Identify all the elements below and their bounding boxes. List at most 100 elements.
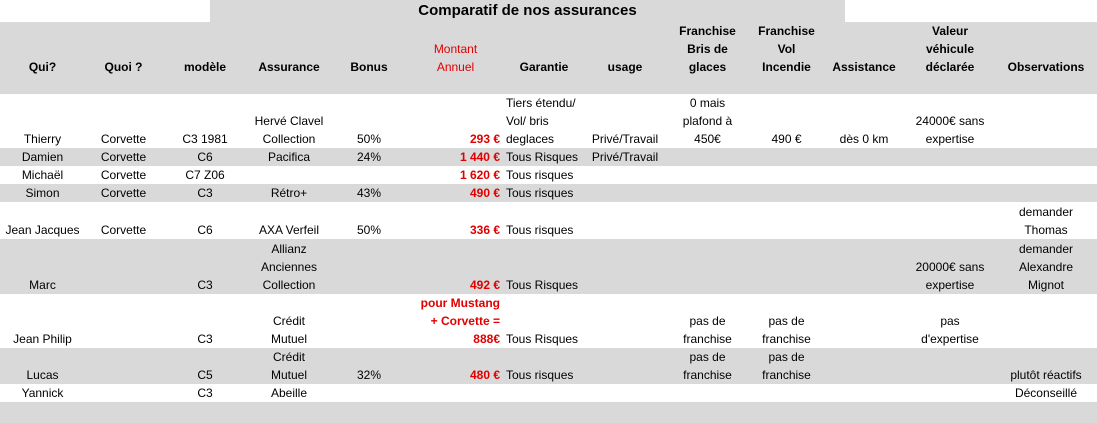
cell — [750, 402, 823, 423]
cell: 1 440 € — [408, 148, 503, 166]
cell — [585, 384, 665, 402]
cell: Tous risques — [503, 184, 585, 202]
cell: Tous risques — [506, 168, 574, 182]
cell — [248, 402, 330, 423]
cell — [995, 402, 1097, 423]
cell: C3 — [197, 386, 213, 400]
cell: Montant Annuel — [408, 22, 503, 94]
cell — [823, 148, 905, 166]
cell: C3 — [197, 332, 213, 346]
cell — [905, 148, 995, 166]
cell — [823, 384, 905, 402]
cell: Corvette — [85, 148, 162, 166]
cell: C5 — [162, 348, 248, 384]
cell: Tous Risques — [506, 332, 579, 346]
cell: Rétro+ — [248, 184, 330, 202]
cell: Qui? — [0, 22, 85, 94]
cell: 492 € — [408, 239, 503, 294]
cell — [85, 239, 162, 294]
cell: 490 € — [771, 132, 802, 146]
cell — [330, 239, 408, 294]
cell: Privé/Travail — [591, 132, 659, 146]
cell: 480 € — [408, 348, 503, 384]
cell — [750, 239, 823, 294]
cell — [585, 184, 665, 202]
cell — [330, 402, 408, 423]
cell: Corvette — [85, 184, 162, 202]
cell: Yannick — [21, 386, 64, 400]
cell — [585, 348, 665, 384]
cell: Pacifica — [248, 148, 330, 166]
cell — [330, 294, 408, 348]
cell: demander Alexandre Mignot — [995, 239, 1097, 294]
cell — [85, 384, 162, 402]
cell: Tous risques — [506, 223, 574, 237]
cell: 50% — [356, 223, 382, 237]
cell — [750, 166, 823, 184]
cell: pas d'expertise — [921, 314, 979, 346]
cell — [503, 384, 585, 402]
cell — [665, 202, 750, 239]
table: Qui? Quoi ? modèle Assurance Bonus Montant An… — [0, 22, 1097, 423]
cell — [85, 402, 162, 423]
cell: pas de franchise — [683, 314, 732, 346]
cell: plutôt réactifs — [995, 348, 1097, 384]
cell — [905, 348, 995, 384]
row — [0, 402, 1097, 423]
cell — [995, 148, 1097, 166]
cell: Assurance — [248, 22, 330, 94]
cell: Corvette — [100, 168, 147, 182]
cell: Corvette — [100, 223, 147, 237]
cell: Michaël — [21, 168, 64, 182]
cell: Quoi ? — [85, 22, 162, 94]
row: Qui? Quoi ? modèle Assurance Bonus Montant An… — [0, 22, 1097, 94]
cell — [750, 184, 823, 202]
row: Yannick C3 Abeille Déconseillé — [0, 384, 1097, 402]
cell: C3 — [162, 184, 248, 202]
title-row: Comparatif de nos assurances — [0, 0, 1097, 22]
cell — [750, 202, 823, 239]
cell: Simon — [0, 184, 85, 202]
cell: 490 € — [408, 184, 503, 202]
cell — [823, 166, 905, 184]
cell — [905, 384, 995, 402]
title: Comparatif de nos assurances — [418, 2, 637, 19]
cell — [665, 166, 750, 184]
row: Thierry Corvette C3 1981 Hervé Clavel Colle… — [0, 94, 1097, 148]
cell — [503, 402, 585, 423]
cell: C7 Z06 — [185, 168, 225, 182]
cell — [85, 348, 162, 384]
cell — [823, 294, 905, 348]
cell: Déconseillé — [1014, 386, 1078, 400]
cell: Assistance — [823, 22, 905, 94]
row: Simon Corvette C3 Rétro+ 43% 490 € Tous risque… — [0, 184, 1097, 202]
row: Michaël Corvette C7 Z06 1 620 € Tous risques — [0, 166, 1097, 184]
cell: Marc — [0, 239, 85, 294]
cell — [0, 402, 85, 423]
cell — [905, 402, 995, 423]
cell: modèle — [162, 22, 248, 94]
cell — [585, 294, 665, 348]
cell — [162, 402, 248, 423]
row: Jean Jacques Corvette C6 AXA Verfeil 50% 336 … — [0, 202, 1097, 239]
cell — [665, 184, 750, 202]
cell — [823, 202, 905, 239]
cell: 293 € — [469, 132, 500, 146]
cell: C3 1981 — [182, 132, 228, 146]
cell — [905, 184, 995, 202]
cell — [750, 148, 823, 166]
cell: Garantie — [503, 22, 585, 94]
cell — [823, 184, 905, 202]
cell: Tous risques — [503, 348, 585, 384]
cell: 32% — [330, 348, 408, 384]
cell: 50% — [356, 132, 382, 146]
title-band — [210, 0, 845, 22]
cell: Jean Jacques — [5, 223, 80, 237]
cell: 1 620 € — [459, 168, 500, 182]
row: Damien Corvette C6 Pacifica 24% 1 440 € Tous R… — [0, 148, 1097, 166]
cell: Abeille — [270, 386, 308, 400]
cell — [665, 239, 750, 294]
cell: Crédit Mutuel — [270, 314, 308, 346]
cell: Franchise Vol Incendie — [750, 22, 823, 94]
